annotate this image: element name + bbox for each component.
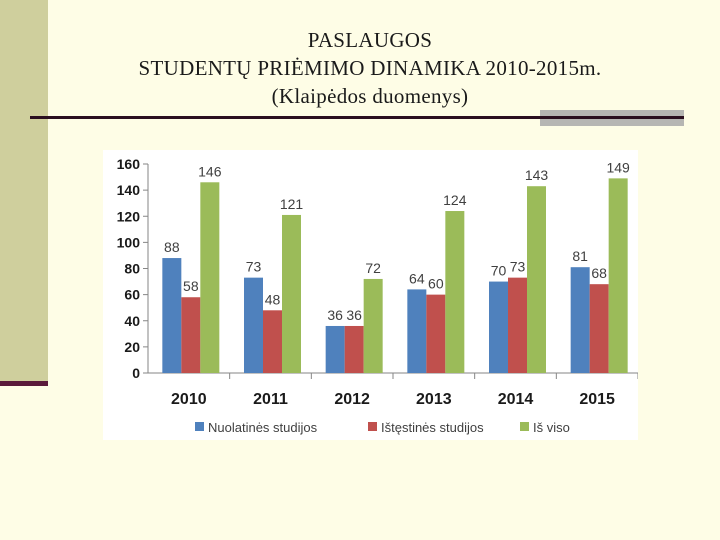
x-tick-label: 2013 [416, 391, 452, 408]
bar [489, 281, 508, 373]
bar [244, 277, 263, 373]
legend-label: Iš viso [533, 420, 570, 435]
bar [263, 310, 282, 373]
bar [570, 267, 590, 373]
legend-label: Ištęstinės studijos [381, 420, 484, 435]
x-tick-label: 2012 [334, 391, 370, 408]
title-line-1: PASLAUGOS [307, 28, 433, 52]
decorative-side-bar [0, 0, 48, 386]
bar [508, 277, 527, 373]
y-tick-label: 40 [124, 313, 140, 329]
bar [527, 186, 546, 373]
bar [608, 178, 628, 373]
bar [344, 325, 364, 373]
title-line-2: STUDENTŲ PRIĖMIMO DINAMIKA 2010-2015m. [138, 56, 602, 80]
y-tick-label: 60 [124, 287, 140, 303]
y-tick-label: 20 [124, 339, 140, 355]
bar [200, 182, 220, 373]
data-label: 72 [365, 260, 381, 276]
x-tick-label: 2011 [253, 391, 288, 408]
data-label: 48 [265, 291, 281, 307]
x-tick-label: 2015 [579, 391, 615, 408]
x-tick-label: 2010 [171, 391, 207, 408]
bar [282, 214, 301, 373]
y-tick-label: 100 [117, 234, 141, 250]
data-label: 81 [572, 248, 588, 264]
y-tick-label: 0 [132, 365, 140, 381]
slide-title: PASLAUGOS STUDENTŲ PRIĖMIMO DINAMIKA 201… [60, 26, 680, 110]
data-label: 73 [246, 259, 262, 275]
data-label: 143 [525, 167, 549, 183]
data-label: 36 [327, 307, 343, 323]
legend-label: Nuolatinės studijos [208, 420, 318, 435]
data-label: 121 [280, 196, 304, 212]
bar-chart: 0204060801001201401602010885814620117348… [117, 156, 639, 435]
y-tick-label: 160 [117, 156, 141, 172]
data-label: 70 [491, 263, 507, 279]
data-label: 64 [409, 270, 425, 286]
data-label: 60 [428, 276, 444, 292]
chart-area: 0 20 40 60 80 100 120 140 160 2010 88 58 146 2011 73 48… [103, 150, 639, 440]
x-tick-label: 2014 [498, 391, 534, 408]
legend-swatch [195, 422, 204, 431]
title-rule-overlay [540, 116, 684, 119]
bar [426, 294, 446, 373]
data-label: 88 [164, 239, 180, 255]
y-tick-label: 120 [117, 208, 141, 224]
bar [162, 258, 182, 373]
data-label: 58 [183, 278, 199, 294]
data-label: 36 [346, 307, 362, 323]
title-line-3: (Klaipėdos duomenys) [271, 84, 469, 108]
title-rule [30, 116, 684, 119]
bar [407, 289, 427, 373]
y-tick-label: 140 [117, 182, 141, 198]
bar [325, 325, 345, 373]
bar [181, 297, 201, 373]
legend-swatch [520, 422, 529, 431]
legend-swatch [368, 422, 377, 431]
bar [589, 284, 609, 373]
bar [445, 211, 465, 373]
side-bar-accent-line [0, 381, 48, 386]
data-label: 149 [606, 159, 630, 175]
bar [363, 278, 383, 373]
data-label: 146 [198, 163, 222, 179]
data-label: 73 [510, 259, 526, 275]
data-label: 68 [591, 265, 607, 281]
y-tick-label: 80 [124, 261, 140, 277]
data-label: 124 [443, 192, 467, 208]
